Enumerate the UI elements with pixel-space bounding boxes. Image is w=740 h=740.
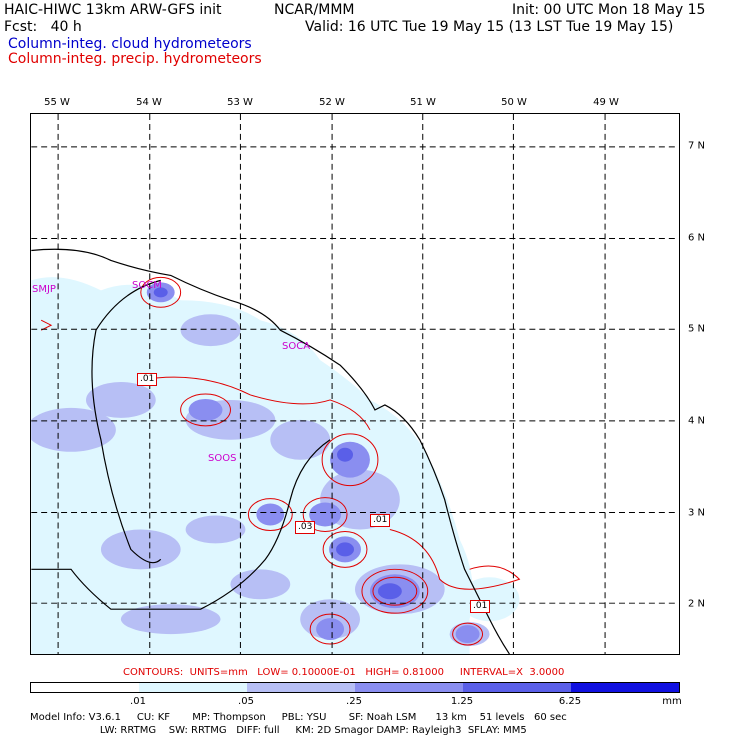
colorbar-segment [571, 683, 679, 692]
coastline [31, 248, 510, 654]
forecast-hour: Fcst: 40 h [4, 19, 82, 35]
colorbar-tick: .01 [130, 696, 146, 707]
contour-label: .01 [137, 373, 158, 386]
lon-label-50w: 50 W [501, 97, 527, 108]
contour-label: .03 [295, 521, 316, 534]
lat-label-2n: 2 N [688, 598, 706, 610]
field-precip-label: Column-integ. precip. hydrometeors [8, 51, 262, 67]
model-info-line1: Model Info: V3.6.1 CU: KF MP: Thompson P… [30, 712, 567, 723]
colorbar-unit: mm [662, 696, 682, 707]
lat-label-6n: 6 N [688, 232, 706, 244]
colorbar-tick: .05 [238, 696, 254, 707]
lat-label-7n: 7 N [688, 140, 706, 152]
map-panel [30, 113, 680, 655]
station-socm: SOCM [132, 280, 162, 291]
lon-label-49w: 49 W [593, 97, 619, 108]
contour-label: .01 [470, 600, 491, 613]
station-soos: SOOS [208, 453, 237, 464]
model-info-line2: LW: RRTMG SW: RRTMG DIFF: full KM: 2D Sm… [30, 725, 527, 736]
cloud-shading [31, 277, 520, 654]
colorbar-segment [31, 683, 139, 692]
lat-label-5n: 5 N [688, 323, 706, 335]
valid-time: Valid: 16 UTC Tue 19 May 15 (13 LST Tue … [305, 19, 674, 35]
lat-label-4n: 4 N [688, 415, 706, 427]
lon-label-51w: 51 W [410, 97, 436, 108]
contours-info: CONTOURS: UNITS=mm LOW= 0.10000E-01 HIGH… [123, 667, 565, 678]
init-time: Init: 00 UTC Mon 18 May 15 [512, 2, 706, 18]
lon-label-54w: 54 W [136, 97, 162, 108]
contour-label: .01 [370, 514, 391, 527]
station-soca: SOCA [282, 341, 311, 352]
lat-label-3n: 3 N [688, 507, 706, 519]
colorbar-segment [355, 683, 463, 692]
station-smjp: SMJP [32, 284, 56, 295]
colorbar-segment [139, 683, 247, 692]
lat-lon-grid [31, 114, 679, 654]
cloud-shading-max [153, 287, 402, 600]
precip-contours [40, 276, 521, 646]
map-svg [31, 114, 679, 654]
lon-label-55w: 55 W [44, 97, 70, 108]
colorbar [30, 682, 680, 693]
colorbar-tick: 6.25 [558, 696, 582, 707]
lon-label-52w: 52 W [319, 97, 345, 108]
colorbar-tick: .25 [346, 696, 362, 707]
lon-label-53w: 53 W [227, 97, 253, 108]
colorbar-segment [463, 683, 571, 692]
plot-title: HAIC-HIWC 13km ARW-GFS init [4, 2, 222, 18]
colorbar-tick: 1.25 [450, 696, 474, 707]
organization: NCAR/MMM [274, 2, 355, 18]
colorbar-segment [247, 683, 355, 692]
field-cloud-label: Column-integ. cloud hydrometeors [8, 36, 252, 52]
